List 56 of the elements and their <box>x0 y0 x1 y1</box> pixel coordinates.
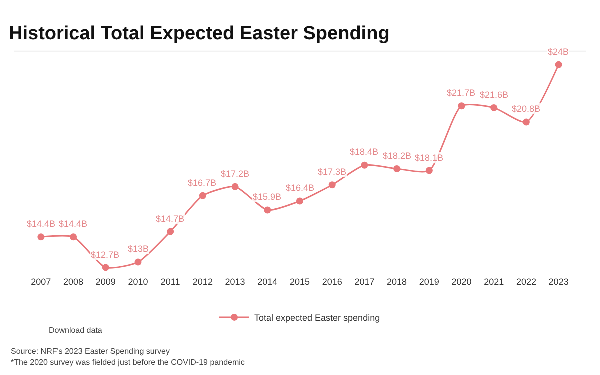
chart-title: Historical Total Expected Easter Spending <box>9 24 390 45</box>
x-tick-label: 2010 <box>128 277 148 287</box>
x-tick-label: 2007 <box>31 277 52 287</box>
point <box>167 228 174 236</box>
point <box>232 183 239 190</box>
x-tick-label: 2021 <box>484 277 504 287</box>
data-label: $20.8B <box>512 104 541 114</box>
point <box>490 104 498 112</box>
data-label: $14.4B <box>27 219 56 229</box>
data-label: $13B <box>128 244 150 254</box>
point <box>296 198 304 205</box>
data-label: $17.2B <box>221 169 250 179</box>
x-tick-label: 2011 <box>160 277 180 287</box>
x-tick-label: 2016 <box>322 277 342 287</box>
data-label: $17.3B <box>318 167 347 177</box>
data-label: $18.2B <box>383 151 412 161</box>
point <box>70 234 78 241</box>
x-tick-label: 2015 <box>290 277 310 287</box>
point <box>199 192 206 200</box>
source-note: Source: NRF's 2023 Easter Spending survey <box>11 347 170 356</box>
data-label: $12.7B <box>91 250 120 260</box>
x-tick-label: 2020 <box>452 277 472 287</box>
x-tick-label: 2008 <box>64 277 84 287</box>
point <box>394 165 401 172</box>
data-label: $15.9B <box>253 192 282 202</box>
point <box>458 102 466 110</box>
text: Download data <box>49 326 103 335</box>
data-label: $14.4B <box>59 219 88 229</box>
point <box>522 118 530 126</box>
point <box>102 264 110 272</box>
text: *The 2020 survey was fielded just before the COVID-19 pandemic <box>11 358 245 367</box>
x-tick-label: 2022 <box>516 277 536 287</box>
x-tick-label: 2014 <box>258 277 278 287</box>
data-label: $18.4B <box>350 147 379 157</box>
x-tick-label: 2012 <box>192 277 213 287</box>
x-tick-label: 2023 <box>548 277 569 287</box>
data-label: $21.6B <box>480 90 509 100</box>
point <box>38 234 45 241</box>
data-label: $16.7B <box>188 178 217 188</box>
data-label: $21.7B <box>447 88 476 98</box>
x-tick-label: 2018 <box>387 277 408 287</box>
x-tick-label: 2013 <box>225 277 246 287</box>
data-label: $18.1B <box>415 153 444 163</box>
point <box>426 167 433 174</box>
x-tick-label: 2009 <box>96 277 116 287</box>
data-label: $14.7B <box>156 214 185 224</box>
x-tick-label: 2017 <box>354 277 375 287</box>
point <box>134 258 142 266</box>
point <box>555 61 562 68</box>
point <box>328 182 336 189</box>
x-tick-label: 2019 <box>419 277 440 287</box>
legend-label: Total expected Easter spending <box>254 312 380 323</box>
data-label: $16.4B <box>286 183 315 193</box>
point <box>264 206 272 214</box>
data-label: $24B <box>548 47 570 57</box>
point <box>361 162 368 169</box>
